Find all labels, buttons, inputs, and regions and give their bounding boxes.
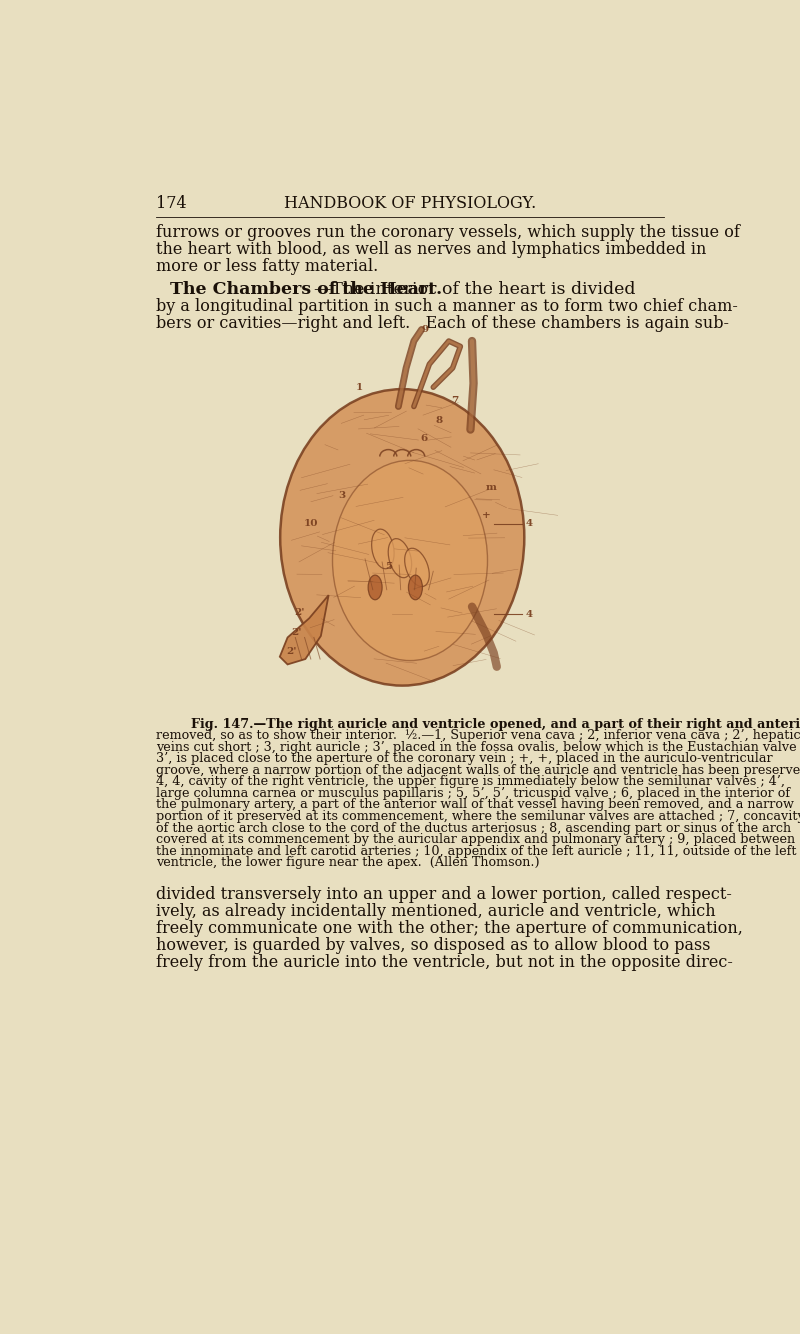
- Text: 2': 2': [291, 627, 302, 636]
- Text: 3’, is placed close to the aperture of the coronary vein ; +, +, placed in the a: 3’, is placed close to the aperture of t…: [156, 752, 773, 766]
- Text: the innominate and left carotid arteries ; 10, appendix of the left auricle ; 11: the innominate and left carotid arteries…: [156, 844, 796, 858]
- Text: 2': 2': [286, 647, 297, 656]
- Text: 9: 9: [422, 325, 429, 334]
- Text: groove, where a narrow portion of the adjacent walls of the auricle and ventricl: groove, where a narrow portion of the ad…: [156, 764, 800, 776]
- Text: covered at its commencement by the auricular appendix and pulmonary artery ; 9, : covered at its commencement by the auric…: [156, 832, 795, 846]
- Text: however, is guarded by valves, so disposed as to allow blood to pass: however, is guarded by valves, so dispos…: [156, 936, 710, 954]
- Text: +: +: [482, 511, 490, 520]
- Text: freely from the auricle into the ventricle, but not in the opposite direc-: freely from the auricle into the ventric…: [156, 954, 733, 971]
- Text: portion of it preserved at its commencement, where the semilunar valves are atta: portion of it preserved at its commencem…: [156, 810, 800, 823]
- Text: 8: 8: [436, 416, 443, 424]
- Text: the pulmonary artery, a part of the anterior wall of that vessel having been rem: the pulmonary artery, a part of the ante…: [156, 799, 794, 811]
- Ellipse shape: [280, 390, 524, 686]
- Text: 6: 6: [420, 435, 427, 443]
- Text: freely communicate one with the other; the aperture of communication,: freely communicate one with the other; t…: [156, 920, 742, 938]
- Text: —The interior of the heart is divided: —The interior of the heart is divided: [314, 281, 635, 297]
- Text: the heart with blood, as well as nerves and lymphatics imbedded in: the heart with blood, as well as nerves …: [156, 241, 706, 257]
- Text: large columna carnea or musculus papillaris ; 5, 5’, 5’, tricuspid valve ; 6, pl: large columna carnea or musculus papilla…: [156, 787, 790, 800]
- Text: divided transversely into an upper and a lower portion, called respect-: divided transversely into an upper and a…: [156, 886, 732, 903]
- Text: 5: 5: [385, 562, 392, 571]
- Text: 7: 7: [451, 396, 458, 404]
- Text: 10: 10: [303, 519, 318, 528]
- Text: 3: 3: [338, 491, 346, 499]
- Text: bers or cavities—right and left.   Each of these chambers is again sub-: bers or cavities—right and left. Each of…: [156, 315, 729, 332]
- Text: 4: 4: [526, 519, 533, 528]
- Text: 174: 174: [156, 195, 186, 212]
- Text: HANDBOOK OF PHYSIOLOGY.: HANDBOOK OF PHYSIOLOGY.: [284, 195, 536, 212]
- Text: of the aortic arch close to the cord of the ductus arteriosus ; 8, ascending par: of the aortic arch close to the cord of …: [156, 822, 791, 835]
- Ellipse shape: [368, 575, 382, 600]
- Polygon shape: [280, 595, 329, 664]
- Text: m: m: [486, 483, 497, 492]
- Text: ively, as already incidentally mentioned, auricle and ventricle, which: ively, as already incidentally mentioned…: [156, 903, 715, 920]
- Ellipse shape: [388, 539, 412, 578]
- Text: veins cut short ; 3, right auricle ; 3’, placed in the fossa ovalis, below which: veins cut short ; 3, right auricle ; 3’,…: [156, 740, 800, 754]
- Text: 1: 1: [356, 383, 363, 392]
- Text: The Chambers of the Heart.: The Chambers of the Heart.: [170, 281, 442, 297]
- Text: Fig. 147.—The right auricle and ventricle opened, and a part of their right and : Fig. 147.—The right auricle and ventricl…: [190, 718, 800, 731]
- Ellipse shape: [372, 530, 394, 568]
- Ellipse shape: [405, 548, 430, 587]
- Text: 4, 4, cavity of the right ventricle, the upper figure is immediately below the s: 4, 4, cavity of the right ventricle, the…: [156, 775, 785, 788]
- Text: ventricle, the lower figure near the apex.  (Allen Thomson.): ventricle, the lower figure near the ape…: [156, 856, 539, 870]
- Text: 2': 2': [294, 608, 306, 618]
- Text: furrows or grooves run the coronary vessels, which supply the tissue of: furrows or grooves run the coronary vess…: [156, 224, 740, 241]
- Ellipse shape: [409, 575, 422, 600]
- Text: 4: 4: [526, 610, 533, 619]
- Text: by a longitudinal partition in such a manner as to form two chief cham-: by a longitudinal partition in such a ma…: [156, 297, 738, 315]
- Ellipse shape: [333, 460, 487, 660]
- Text: more or less fatty material.: more or less fatty material.: [156, 257, 378, 275]
- Text: removed, so as to show their interior.  ½.—1, Superior vena cava ; 2, inferior v: removed, so as to show their interior. ½…: [156, 730, 800, 742]
